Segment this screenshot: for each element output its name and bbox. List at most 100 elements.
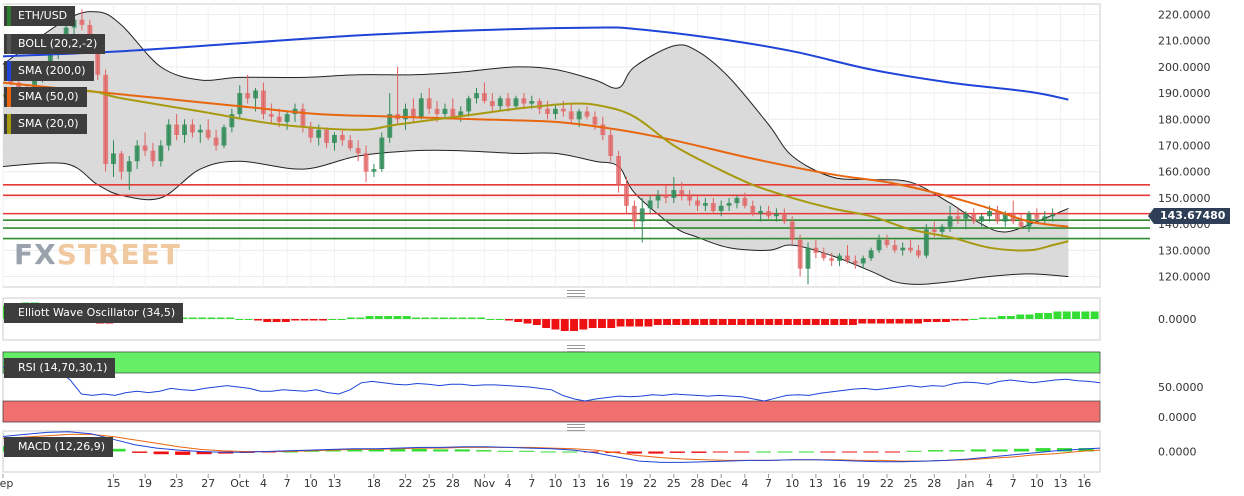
macd-histogram-bar xyxy=(970,449,986,452)
ewo-bar xyxy=(690,319,699,325)
macd-histogram-bar xyxy=(132,451,148,453)
x-tick-label: Oct xyxy=(230,477,250,490)
macd-histogram-bar xyxy=(927,450,943,452)
panel-resize-handle[interactable] xyxy=(567,345,585,352)
candle-body xyxy=(553,108,558,114)
ewo-bar xyxy=(300,319,309,321)
ewo-bar xyxy=(291,319,300,321)
macd-histogram-bar xyxy=(390,448,406,452)
candle-body xyxy=(908,247,913,251)
x-tick-label: 13 xyxy=(572,477,586,490)
legend-ethusd[interactable]: ETH/USD xyxy=(4,6,76,26)
ewo-bar xyxy=(942,319,950,322)
candle-body xyxy=(410,108,416,117)
candle-body xyxy=(774,213,779,217)
legend-boll[interactable]: BOLL (20,2,-2) xyxy=(4,34,106,54)
ewo-bar xyxy=(616,319,625,327)
panel-resize-handle[interactable] xyxy=(567,424,585,431)
candle-body xyxy=(829,258,835,261)
ewo-bar xyxy=(356,317,365,319)
legend-rsi[interactable]: RSI (14,70,30,1) xyxy=(4,358,116,378)
candle-body xyxy=(687,195,693,201)
ewo-bar xyxy=(226,317,234,319)
candle-body xyxy=(805,247,811,269)
ewo-bar xyxy=(756,319,764,325)
candle-body xyxy=(513,98,519,107)
price-tick-label: 130.0000 xyxy=(1158,244,1211,257)
candle-body xyxy=(482,93,487,101)
legend-sma50[interactable]: SMA (50,0) xyxy=(4,87,87,107)
ewo-bar xyxy=(272,319,281,322)
candle-body xyxy=(158,145,164,162)
legend-sma200[interactable]: SMA (200,0) xyxy=(4,61,94,81)
ewo-panel[interactable]: 0.0000 xyxy=(2,297,1197,341)
candle-body xyxy=(126,161,132,172)
panel-resize-handle[interactable] xyxy=(567,290,585,297)
candle-body xyxy=(1034,213,1040,219)
legend-macd[interactable]: MACD (12,26,9) xyxy=(4,437,114,457)
x-tick-label: 7 xyxy=(765,477,772,490)
macd-histogram-bar xyxy=(626,451,642,454)
price-tick-label: 200.0000 xyxy=(1158,61,1211,74)
macd-panel[interactable]: 0.0000 xyxy=(2,430,1197,473)
candle-body xyxy=(316,129,322,138)
ewo-bar xyxy=(811,319,820,325)
legend-sma20[interactable]: SMA (20,0) xyxy=(4,114,87,134)
ewo-bar xyxy=(402,316,411,319)
macd-histogram-bar xyxy=(368,448,384,452)
candle-body xyxy=(655,195,661,201)
legend-swatch xyxy=(7,34,11,54)
candle-body xyxy=(939,226,945,232)
candle-body xyxy=(363,153,369,172)
x-tick-label: 4 xyxy=(260,477,267,490)
macd-histogram-bar xyxy=(1035,448,1051,452)
ewo-bar xyxy=(914,319,922,324)
macd-histogram-bar xyxy=(433,449,449,452)
candle-body xyxy=(576,111,582,120)
ewo-bar xyxy=(830,319,839,325)
macd-histogram-bar xyxy=(497,450,513,452)
candle-body xyxy=(79,19,85,25)
x-tick-label: 18 xyxy=(367,477,381,490)
ewo-bar xyxy=(542,319,551,328)
candle-body xyxy=(134,145,140,162)
candle-body xyxy=(237,93,243,115)
candle-body xyxy=(221,127,227,146)
ewo-bar xyxy=(672,319,681,325)
price-tick-label: 190.0000 xyxy=(1158,87,1211,100)
x-tick-label: 28 xyxy=(446,477,460,490)
price-tick-label: 120.0000 xyxy=(1158,271,1211,284)
ewo-bar xyxy=(746,319,755,325)
legend-ewo[interactable]: Elliott Wave Oscillator (34,5) xyxy=(4,303,184,323)
ewo-bar xyxy=(886,319,895,324)
ewo-bar xyxy=(802,319,811,325)
rsi-panel[interactable]: 50.0000 0.0000 xyxy=(2,351,1204,424)
candle-body xyxy=(750,205,756,214)
macd-line xyxy=(2,431,1101,463)
candle-body xyxy=(631,205,637,222)
ewo-bar xyxy=(783,319,792,325)
candle-body xyxy=(884,239,890,245)
ewo-bar xyxy=(365,316,374,319)
macd-histogram-bar xyxy=(669,451,685,453)
macd-histogram-bar xyxy=(196,451,212,455)
candle-body xyxy=(876,239,882,251)
candle-body xyxy=(47,53,53,67)
ewo-bar xyxy=(216,317,225,319)
candle-body xyxy=(16,82,22,91)
candle-body xyxy=(95,40,101,75)
ewo-bar xyxy=(458,317,467,319)
ewo-bar xyxy=(895,319,904,324)
price-panel[interactable]: 220.0000 210.0000 200.0000 190.0000 180.0000… xyxy=(2,3,1211,288)
ewo-bar xyxy=(347,317,355,319)
macd-histogram-bar xyxy=(110,448,126,452)
ewo-bar xyxy=(951,319,960,321)
rsi-overbought-zone xyxy=(2,351,1101,374)
ewo-bar xyxy=(598,319,606,328)
candle-body xyxy=(758,211,764,214)
candle-body xyxy=(781,213,787,222)
candle-body xyxy=(616,156,621,185)
ewo-bar xyxy=(514,319,523,322)
logo-street: STREET xyxy=(56,238,181,271)
ewo-bar xyxy=(412,317,420,319)
